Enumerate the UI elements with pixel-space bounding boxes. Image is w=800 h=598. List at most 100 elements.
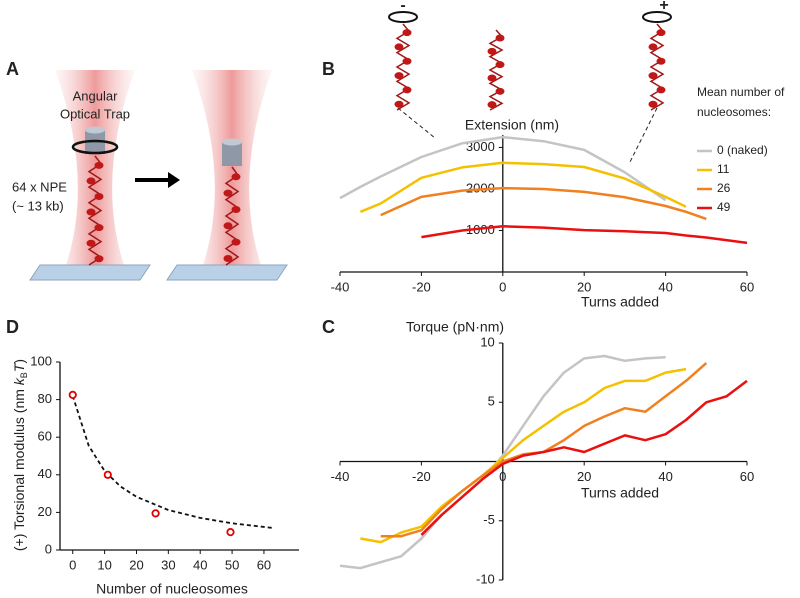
y-axis-label-part: B xyxy=(19,372,29,378)
surface xyxy=(166,264,288,281)
nucleosome xyxy=(487,101,497,109)
rotation-arrow xyxy=(71,139,119,155)
laser-beam xyxy=(55,70,135,268)
nucleosome xyxy=(223,222,233,230)
trap-label: Optical Trap xyxy=(60,106,130,121)
series-line xyxy=(421,225,748,245)
x-tick-label: 20 xyxy=(577,469,591,484)
nucleosome xyxy=(231,173,241,181)
x-axis-label: Turns added xyxy=(581,294,659,310)
y-tick-label: 5 xyxy=(488,394,495,409)
dna-label: 64 x NPE xyxy=(12,179,67,194)
nucleosome xyxy=(86,239,96,247)
y-axis-label-part: k xyxy=(11,377,27,385)
pointer xyxy=(629,107,658,163)
x-tick-label: -20 xyxy=(412,469,431,484)
y-tick-label: 40 xyxy=(38,466,52,481)
x-tick-label: 20 xyxy=(129,557,143,572)
legend-label: 26 xyxy=(717,181,731,195)
nucleosome xyxy=(223,189,233,197)
nucleosome xyxy=(656,29,666,37)
data-point xyxy=(226,528,235,537)
x-tick-label: 60 xyxy=(257,557,271,572)
series-line xyxy=(339,135,667,202)
panel-label: B xyxy=(322,59,335,79)
nucleosome xyxy=(394,72,404,80)
nucleosome xyxy=(402,29,412,37)
nucleosome xyxy=(394,43,404,51)
x-tick-label: -40 xyxy=(331,279,350,294)
data-point xyxy=(68,390,77,399)
nucleosome xyxy=(94,192,104,200)
nucleosome xyxy=(648,100,658,108)
nucleosome xyxy=(402,86,412,94)
nucleosome xyxy=(495,61,505,69)
nucleosome xyxy=(495,34,505,42)
x-tick-label: 40 xyxy=(658,469,672,484)
nucleosome xyxy=(487,74,497,82)
nucleosome xyxy=(656,57,666,65)
series-line xyxy=(360,367,687,544)
data-point xyxy=(151,509,160,518)
x-tick-label: 0 xyxy=(499,279,506,294)
nucleosome xyxy=(94,255,104,263)
nucleosome xyxy=(231,205,241,213)
panel-label: A xyxy=(6,59,19,79)
x-tick-label: 20 xyxy=(577,279,591,294)
y-tick-label: 0 xyxy=(45,541,52,556)
laser-beam xyxy=(192,70,272,268)
y-axis-label-part: ) xyxy=(11,359,27,364)
legend-label: 49 xyxy=(717,200,731,214)
series-line xyxy=(339,354,666,570)
fit-line xyxy=(71,395,274,529)
surface xyxy=(29,264,151,281)
dna-label: (~ 13 kb) xyxy=(12,198,64,213)
dna xyxy=(649,23,665,111)
x-tick-label: 40 xyxy=(193,557,207,572)
y-axis-label-part: T xyxy=(11,362,27,372)
rotation-arrow xyxy=(388,11,418,23)
y-tick-label: 2000 xyxy=(466,180,495,195)
pointer xyxy=(397,107,436,139)
x-tick-label: 60 xyxy=(740,469,754,484)
y-axis-label: Extension (nm) xyxy=(465,117,559,133)
x-tick-label: 30 xyxy=(161,557,175,572)
trap-cylinder xyxy=(222,138,242,146)
nucleosome xyxy=(223,254,233,262)
legend-label: 11 xyxy=(717,162,730,176)
panel-label: D xyxy=(6,317,19,337)
series-line xyxy=(359,161,687,213)
dna xyxy=(224,166,240,266)
y-axis-label: Torque (pN·nm) xyxy=(406,319,504,335)
trap-cylinder xyxy=(85,126,105,134)
panel-label: C xyxy=(322,317,335,337)
x-axis-label: Turns added xyxy=(581,485,659,501)
y-tick-label: 20 xyxy=(38,504,52,519)
x-tick-label: 0 xyxy=(69,557,76,572)
nucleosome xyxy=(487,47,497,55)
nucleosome xyxy=(86,177,96,185)
y-axis-label: (+) Torsional modulus (nm kBT) xyxy=(11,359,30,551)
x-axis-label: Number of nucleosomes xyxy=(96,581,248,597)
nucleosome xyxy=(648,72,658,80)
x-tick-label: -20 xyxy=(412,279,431,294)
legend-title: nucleosomes: xyxy=(697,105,771,119)
rotation-arrow xyxy=(642,11,672,23)
x-tick-label: 0 xyxy=(499,469,506,484)
y-tick-label: 60 xyxy=(38,429,52,444)
x-tick-label: 40 xyxy=(658,279,672,294)
series-line xyxy=(420,379,748,536)
y-axis-label-part: (+) Torsional modulus (nm xyxy=(11,385,27,551)
y-tick-label: 100 xyxy=(30,353,52,368)
annotation: + xyxy=(659,0,668,14)
dna xyxy=(87,155,103,266)
dna xyxy=(488,29,504,111)
y-tick-label: 10 xyxy=(480,334,494,349)
nucleosome xyxy=(94,161,104,169)
legend-title: Mean number of xyxy=(697,85,785,99)
annotation: - xyxy=(400,0,405,14)
trap-cylinder xyxy=(222,142,242,166)
data-point xyxy=(103,470,112,479)
nucleosome xyxy=(86,208,96,216)
